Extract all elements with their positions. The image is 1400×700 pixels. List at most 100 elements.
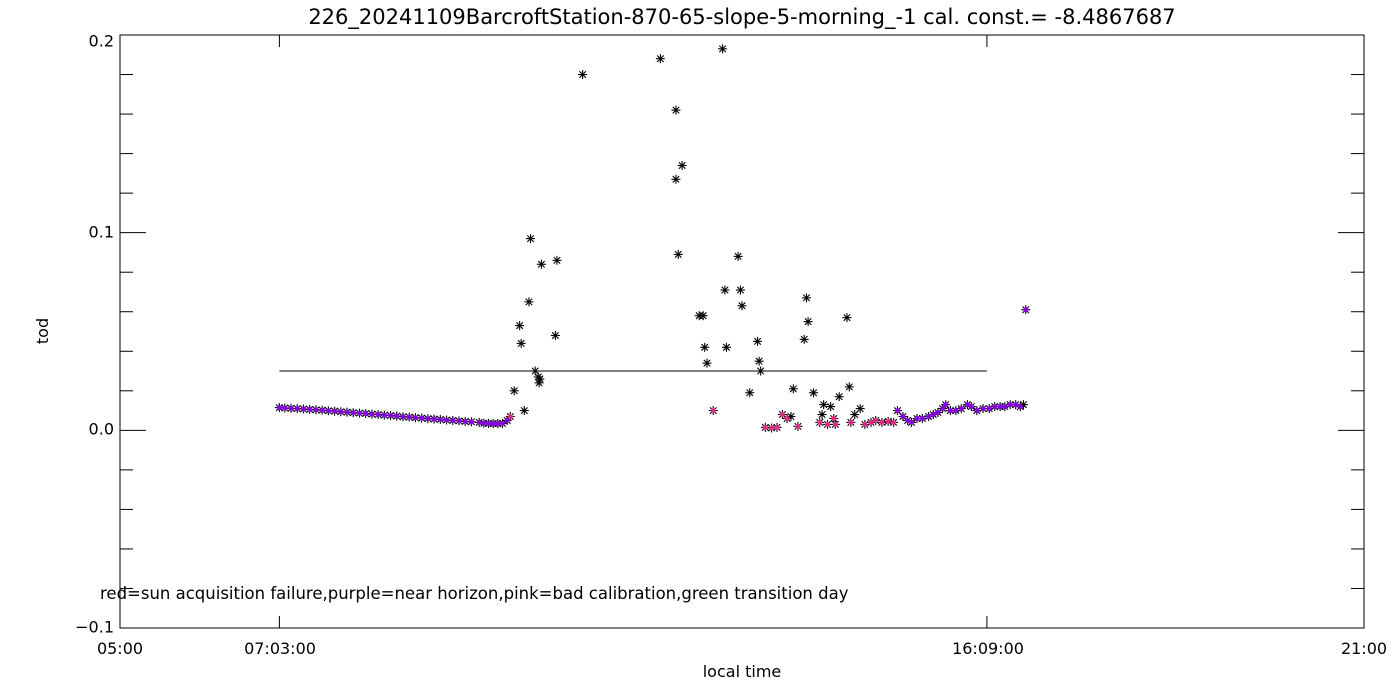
plot-frame: [119, 34, 1365, 629]
y-tick-label: −0.1: [75, 618, 114, 637]
data-point: [550, 330, 560, 340]
data-point: [443, 417, 450, 423]
data-point: [710, 407, 716, 414]
data-point: [919, 415, 925, 422]
data-point: [947, 407, 953, 414]
y-tick-label: 0.2: [89, 32, 114, 51]
data-point: [375, 411, 381, 418]
data-point: [509, 386, 519, 396]
data-point: [300, 406, 307, 412]
data-point: [974, 407, 980, 414]
data-point: [507, 413, 513, 420]
data-point: [914, 415, 920, 422]
data-point: [735, 285, 745, 295]
data-point: [394, 413, 400, 419]
data-point: [733, 251, 743, 261]
data-point: [400, 414, 406, 420]
data-point: [536, 259, 546, 269]
data-point: [832, 421, 838, 428]
data-point: [406, 414, 412, 420]
data-point: [700, 342, 710, 352]
data-point: [756, 366, 766, 376]
data-point: [720, 285, 730, 295]
x-axis-label: local time: [703, 662, 782, 681]
data-point: [344, 409, 350, 415]
y-axis-label: tod: [33, 318, 52, 344]
data-point: [855, 404, 865, 414]
data-point: [655, 54, 665, 64]
data-point: [905, 417, 911, 424]
y-axis-ticks: [120, 34, 1364, 629]
data-point: [753, 336, 763, 346]
data-point: [980, 405, 986, 412]
data-point: [968, 404, 974, 410]
y-tick-labels: −0.1 0.0 0.1 0.2: [75, 32, 114, 637]
data-point: [842, 313, 852, 323]
data-point: [862, 421, 868, 428]
data-point: [873, 417, 879, 424]
data-point: [802, 293, 812, 303]
data-point: [356, 410, 363, 416]
data-point: [992, 404, 998, 410]
data-point: [891, 419, 897, 426]
data-point: [387, 412, 394, 419]
data-point: [831, 415, 837, 422]
x-axis-ticks: [119, 35, 1365, 628]
x-tick-label: 16:09:00: [952, 639, 1024, 658]
data-point: [1007, 402, 1013, 408]
data-point: [939, 405, 946, 412]
data-point: [698, 311, 708, 321]
data-point: [926, 413, 932, 420]
data-point: [964, 402, 971, 408]
data-point: [702, 358, 712, 368]
x-tick-label: 05:00: [97, 639, 143, 658]
data-point: [908, 419, 915, 426]
data-point: [826, 402, 836, 412]
chart-title: 226_20241109BarcroftStation-870-65-slope…: [308, 5, 1175, 30]
data-point: [868, 419, 874, 426]
data-point: [677, 160, 687, 170]
data-point: [762, 424, 768, 430]
data-point: [325, 408, 331, 414]
data-point: [935, 409, 941, 416]
data-point: [774, 424, 780, 430]
data-point: [450, 417, 456, 424]
data-point: [481, 420, 487, 426]
data-point: [1013, 402, 1019, 408]
data-point: [844, 382, 854, 392]
data-point: [788, 384, 798, 394]
data-point: [784, 415, 790, 422]
data-point: [369, 411, 375, 417]
data-point: [552, 255, 562, 265]
data-point: [535, 374, 545, 384]
data-point: [737, 301, 747, 311]
data-point: [809, 388, 819, 398]
data-point: [786, 411, 796, 421]
data-point: [671, 105, 681, 115]
data-point: [288, 405, 294, 411]
data-point: [1017, 404, 1023, 410]
data-point: [953, 407, 959, 414]
data-point: [900, 413, 906, 420]
data-point: [578, 70, 588, 80]
data-point: [824, 421, 831, 428]
data-point: [718, 44, 728, 54]
data-point: [468, 419, 475, 425]
data-point: [779, 411, 786, 418]
data-point: [817, 419, 823, 426]
data-point: [526, 234, 536, 244]
data-point: [879, 419, 885, 426]
data-point: [462, 418, 468, 425]
data-point: [524, 297, 534, 307]
data-point: [795, 423, 801, 429]
legend-annotation: red=sun acquisition failure,purple=near …: [100, 584, 849, 603]
data-point: [431, 416, 437, 422]
data-point: [499, 420, 506, 427]
data-point: [515, 321, 525, 331]
data-point: [495, 421, 501, 427]
data-point: [350, 410, 356, 416]
data-point: [819, 400, 829, 410]
data-point: [530, 366, 540, 376]
data-point: [673, 249, 683, 259]
